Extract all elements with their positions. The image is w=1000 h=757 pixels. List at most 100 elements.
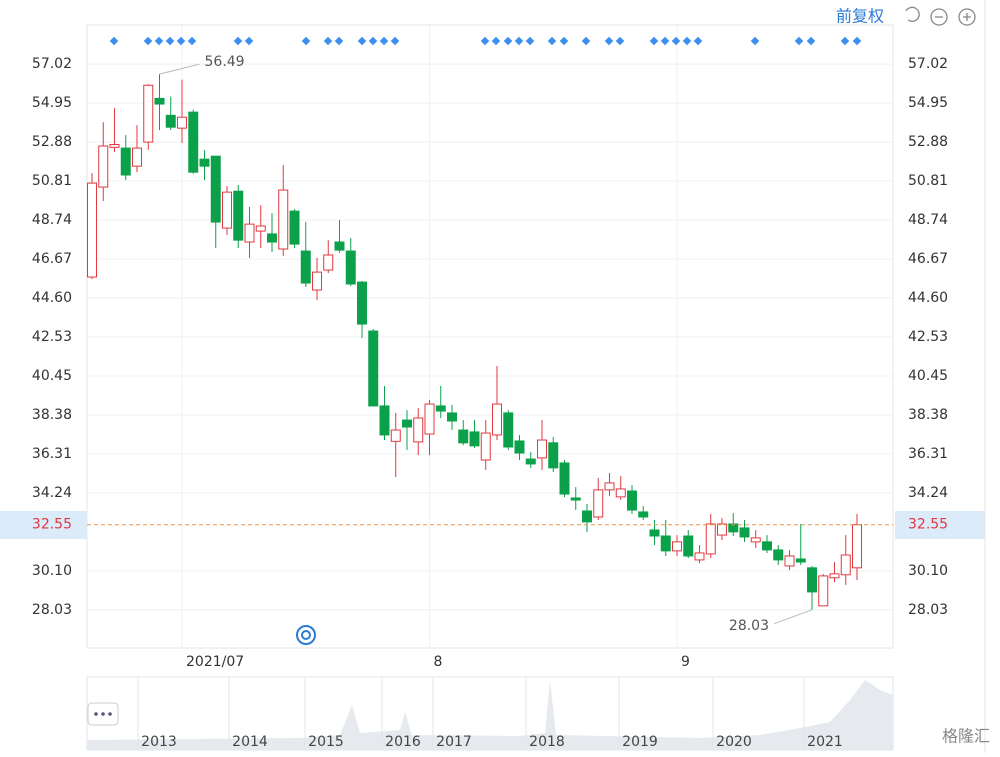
- candle-body: [312, 271, 322, 291]
- event-marker: [649, 36, 659, 46]
- x-tick-label: 9: [681, 654, 690, 670]
- candle-body: [615, 488, 626, 498]
- undo-icon[interactable]: [905, 6, 920, 22]
- y-tick-label-left: 52.88: [32, 134, 72, 150]
- event-icon-inner: [301, 630, 311, 640]
- candle-body: [222, 191, 232, 229]
- navigator-year: 2018: [529, 734, 565, 750]
- candle-body: [503, 412, 514, 448]
- y-tick-label-right: 57.02: [908, 56, 948, 72]
- adjust-button[interactable]: 前复权: [836, 7, 884, 26]
- candle-body: [233, 190, 244, 241]
- candle-body: [143, 84, 154, 143]
- min-leader: [773, 609, 813, 625]
- event-marker: [244, 36, 254, 46]
- event-marker: [368, 36, 378, 46]
- candle-body: [762, 541, 772, 551]
- navigator-area: [87, 680, 893, 750]
- y-tick-label-right: 48.74: [908, 212, 948, 228]
- event-marker: [323, 36, 333, 46]
- candle-body: [559, 462, 570, 495]
- toolbar[interactable]: [905, 6, 976, 26]
- watermark: 格隆汇: [942, 727, 990, 746]
- candle-body: [627, 490, 637, 511]
- y-tick-label-right: 54.95: [908, 95, 948, 111]
- candle-body: [807, 567, 817, 593]
- y-tick-label-right: 42.53: [908, 329, 948, 345]
- candle-body: [165, 114, 176, 128]
- candle-body: [593, 489, 604, 518]
- event-marker: [604, 36, 614, 46]
- last-price-right: 32.55: [908, 517, 948, 533]
- navigator-year: 2021: [807, 734, 843, 750]
- event-marker: [615, 36, 625, 46]
- event-marker: [176, 36, 186, 46]
- event-marker: [514, 36, 524, 46]
- y-tick-label-left: 50.81: [32, 173, 72, 189]
- navigator-year: 2020: [716, 734, 752, 750]
- candle-body: [525, 458, 536, 465]
- candle-body: [334, 241, 345, 251]
- candle-body: [537, 439, 547, 459]
- navigator-year: 2017: [436, 734, 472, 750]
- candle-body: [514, 440, 525, 454]
- candle-body: [852, 524, 862, 569]
- event-marker: [660, 36, 670, 46]
- candle-body: [469, 431, 480, 447]
- event-marker: [547, 36, 557, 46]
- candle-body: [357, 281, 367, 325]
- event-marker: [154, 36, 164, 46]
- candle-body: [458, 429, 469, 444]
- event-marker: [143, 36, 153, 46]
- candle-body: [210, 155, 221, 223]
- max-leader: [159, 63, 200, 75]
- candle-body: [402, 419, 412, 428]
- y-tick-label-right: 50.81: [908, 173, 948, 189]
- x-tick-label: 2021/07: [186, 654, 244, 670]
- event-marker: [794, 36, 804, 46]
- candle-body: [705, 523, 716, 555]
- event-marker: [233, 36, 243, 46]
- candle-body: [323, 254, 334, 271]
- candle-body: [154, 97, 165, 105]
- zoom-in-icon[interactable]: [958, 8, 976, 26]
- candle-body: [773, 549, 784, 561]
- last-price-left: 32.55: [32, 517, 72, 533]
- candle-body: [199, 158, 210, 167]
- y-tick-label-left: 54.95: [32, 95, 72, 111]
- candle-body: [570, 497, 581, 501]
- y-tick-label-right: 28.03: [908, 602, 948, 618]
- candle-body: [413, 417, 424, 443]
- y-tick-label-right: 40.45: [908, 368, 948, 384]
- candle-body: [717, 523, 727, 536]
- event-icon[interactable]: [296, 625, 316, 645]
- event-marker: [750, 36, 760, 46]
- candle-body: [728, 523, 739, 533]
- candle-body: [638, 511, 649, 518]
- event-marker: [806, 36, 816, 46]
- candle-body: [582, 510, 592, 523]
- y-tick-label-left: 46.67: [32, 251, 72, 267]
- navigator-year: 2019: [622, 734, 658, 750]
- candle-body: [300, 250, 311, 284]
- navigator-year: 2016: [385, 734, 421, 750]
- candle-body: [188, 111, 199, 173]
- event-marker: [480, 36, 490, 46]
- navigator-year: 2015: [308, 734, 344, 750]
- y-tick-label-right: 52.88: [908, 134, 948, 150]
- candle-body: [649, 529, 660, 537]
- candle-body: [694, 552, 705, 561]
- y-tick-label-right: 44.60: [908, 290, 948, 306]
- candle-body: [98, 145, 109, 188]
- event-marker: [503, 36, 513, 46]
- candle-body: [87, 182, 97, 278]
- event-marker: [165, 36, 175, 46]
- candle-body: [255, 225, 266, 232]
- y-tick-label-right: 36.31: [908, 446, 948, 462]
- candle-body: [379, 405, 390, 436]
- candle-body: [660, 535, 671, 552]
- zoom-out-icon[interactable]: [930, 8, 948, 26]
- event-marker: [525, 36, 535, 46]
- x-tick-label: 8: [434, 654, 443, 670]
- y-tick-label-right: 38.38: [908, 407, 948, 423]
